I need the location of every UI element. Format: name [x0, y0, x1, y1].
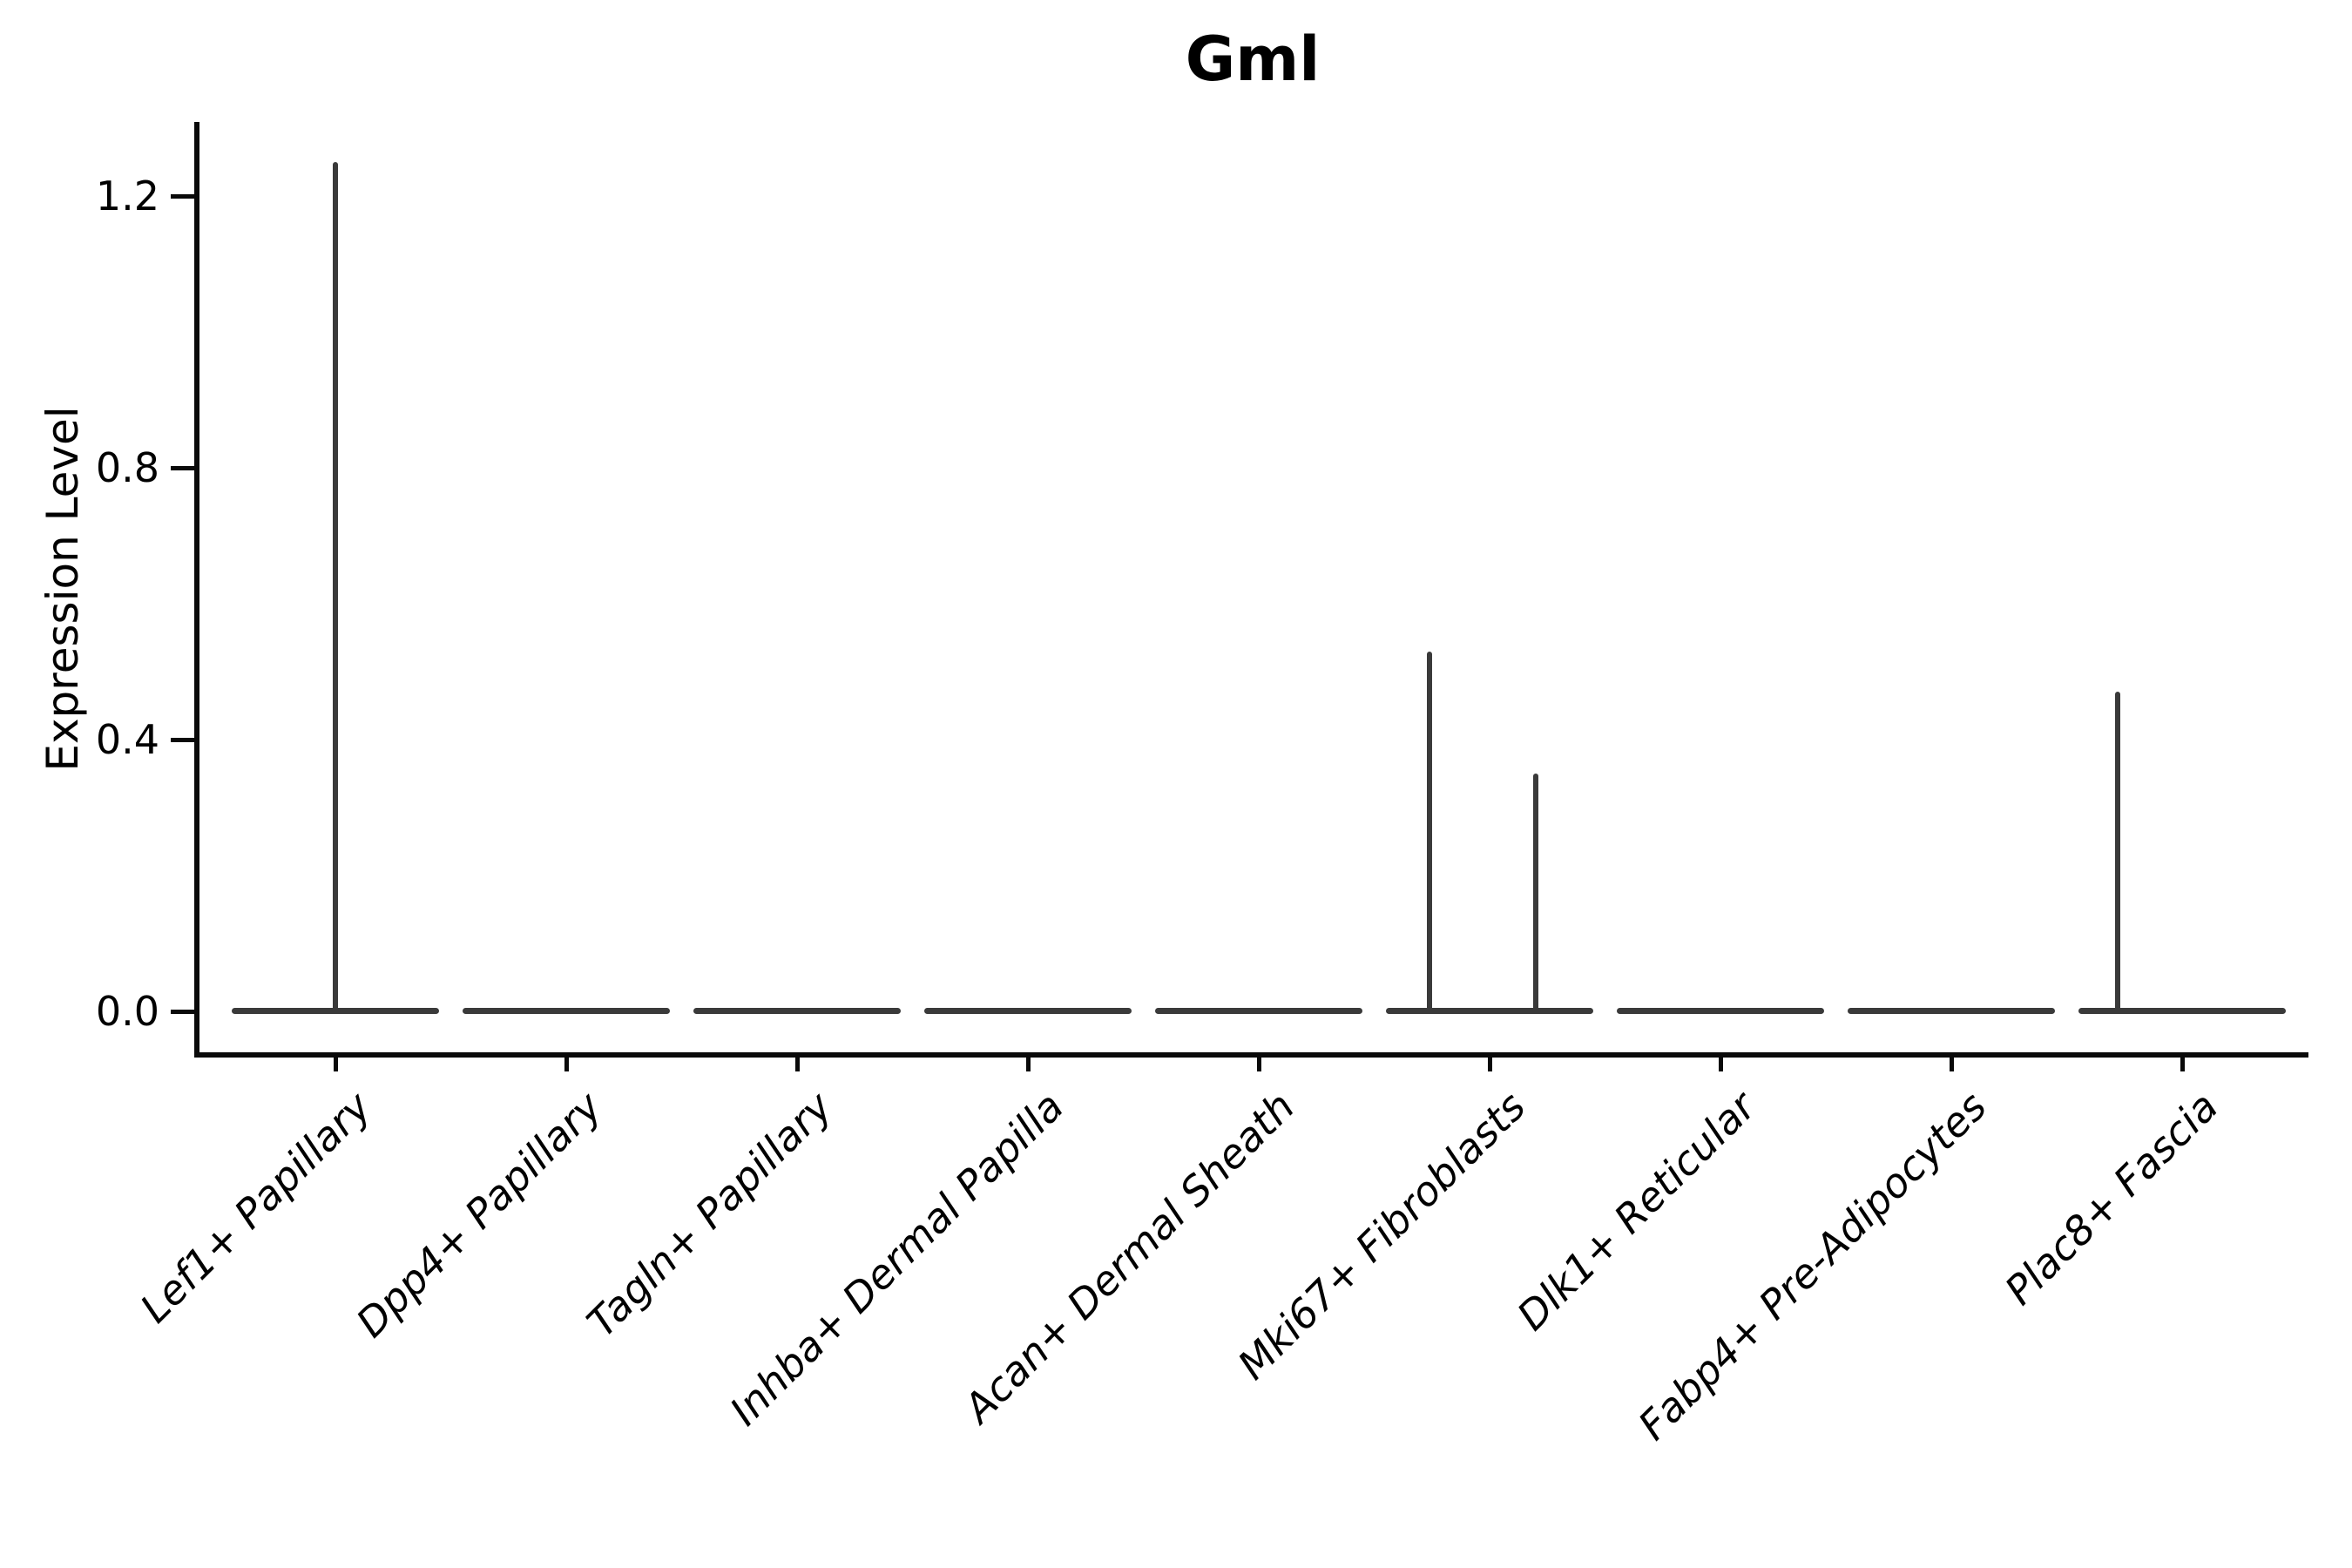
x-tick: [564, 1058, 569, 1071]
x-tick: [1257, 1058, 1261, 1071]
chart-title: Gml: [1185, 24, 1321, 95]
y-tick-label: 0.4: [95, 716, 159, 763]
y-tick-label: 0.8: [95, 444, 159, 491]
y-tick-label: 1.2: [95, 172, 159, 220]
x-tick-label: Dpp4+ Papillary: [347, 1082, 612, 1347]
y-tick-label: 0.0: [95, 988, 159, 1035]
x-tick-label: Lef1+ Papillary: [131, 1082, 381, 1332]
violin-baseline: [1155, 1008, 1362, 1014]
violin-baseline: [693, 1008, 901, 1014]
y-tick: [171, 1010, 197, 1014]
x-axis-spine: [194, 1052, 2308, 1058]
x-tick: [795, 1058, 800, 1071]
violin-baseline: [1386, 1008, 1593, 1014]
y-axis-label: Expression Level: [37, 406, 88, 772]
x-tick-label: Tagln+ Papillary: [578, 1082, 842, 1347]
violin-baseline: [924, 1008, 1132, 1014]
x-tick: [1950, 1058, 1954, 1071]
x-tick: [1719, 1058, 1723, 1071]
violin-spike: [1427, 652, 1433, 1011]
x-tick: [2180, 1058, 2185, 1071]
y-tick: [171, 738, 197, 742]
y-tick: [171, 194, 197, 199]
y-axis-spine: [194, 122, 199, 1058]
x-tick-label: Dlk1+ Reticular: [1508, 1082, 1766, 1340]
x-tick: [1026, 1058, 1031, 1071]
violin-baseline: [463, 1008, 670, 1014]
violin-baseline: [1617, 1008, 1824, 1014]
violin-baseline: [2078, 1008, 2286, 1014]
x-tick-label: Plac8+ Fascia: [1995, 1082, 2227, 1315]
violin-spike: [2114, 692, 2120, 1011]
x-tick: [1488, 1058, 1492, 1071]
x-tick: [334, 1058, 338, 1071]
violin-baseline: [1848, 1008, 2055, 1014]
violin-spike: [1533, 774, 1538, 1011]
y-tick: [171, 466, 197, 470]
violin-spike: [333, 162, 338, 1011]
